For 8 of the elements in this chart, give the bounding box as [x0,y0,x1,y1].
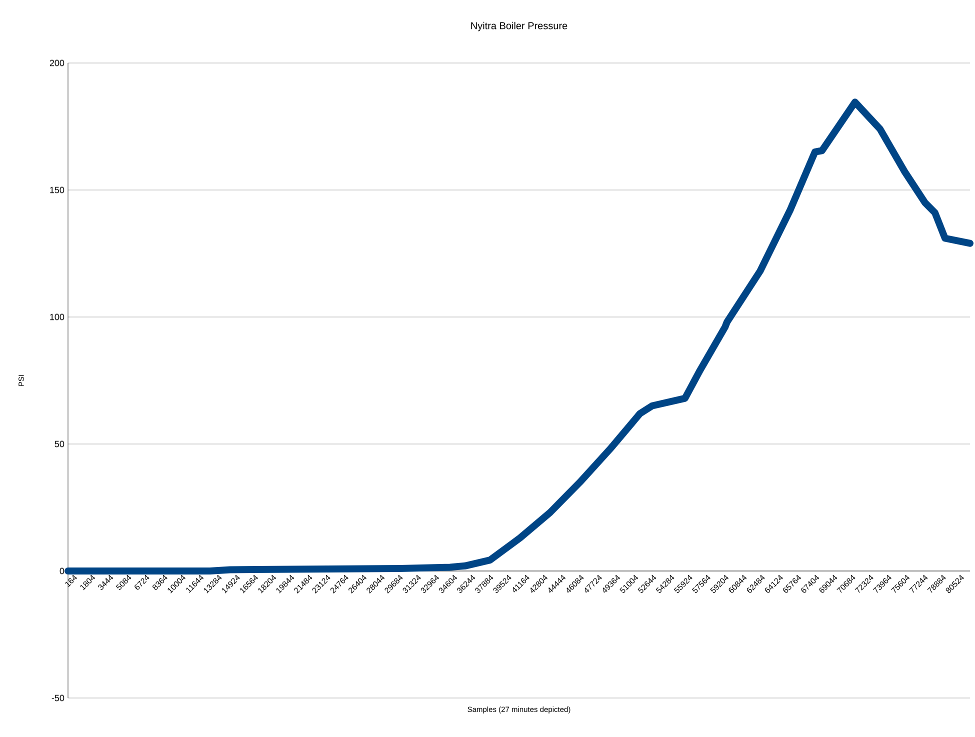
y-tick-label: 200 [50,60,64,66]
y-tick-label: 50 [54,440,64,448]
y-tick-label: 100 [50,314,64,320]
y-tick-label: 150 [50,186,64,194]
y-tick-label: 0 [60,568,64,574]
chart-title: Nyitra Boiler Pressure [471,22,568,32]
y-tick-label: -50 [52,694,64,702]
x-tick-label: 164 [65,574,77,588]
